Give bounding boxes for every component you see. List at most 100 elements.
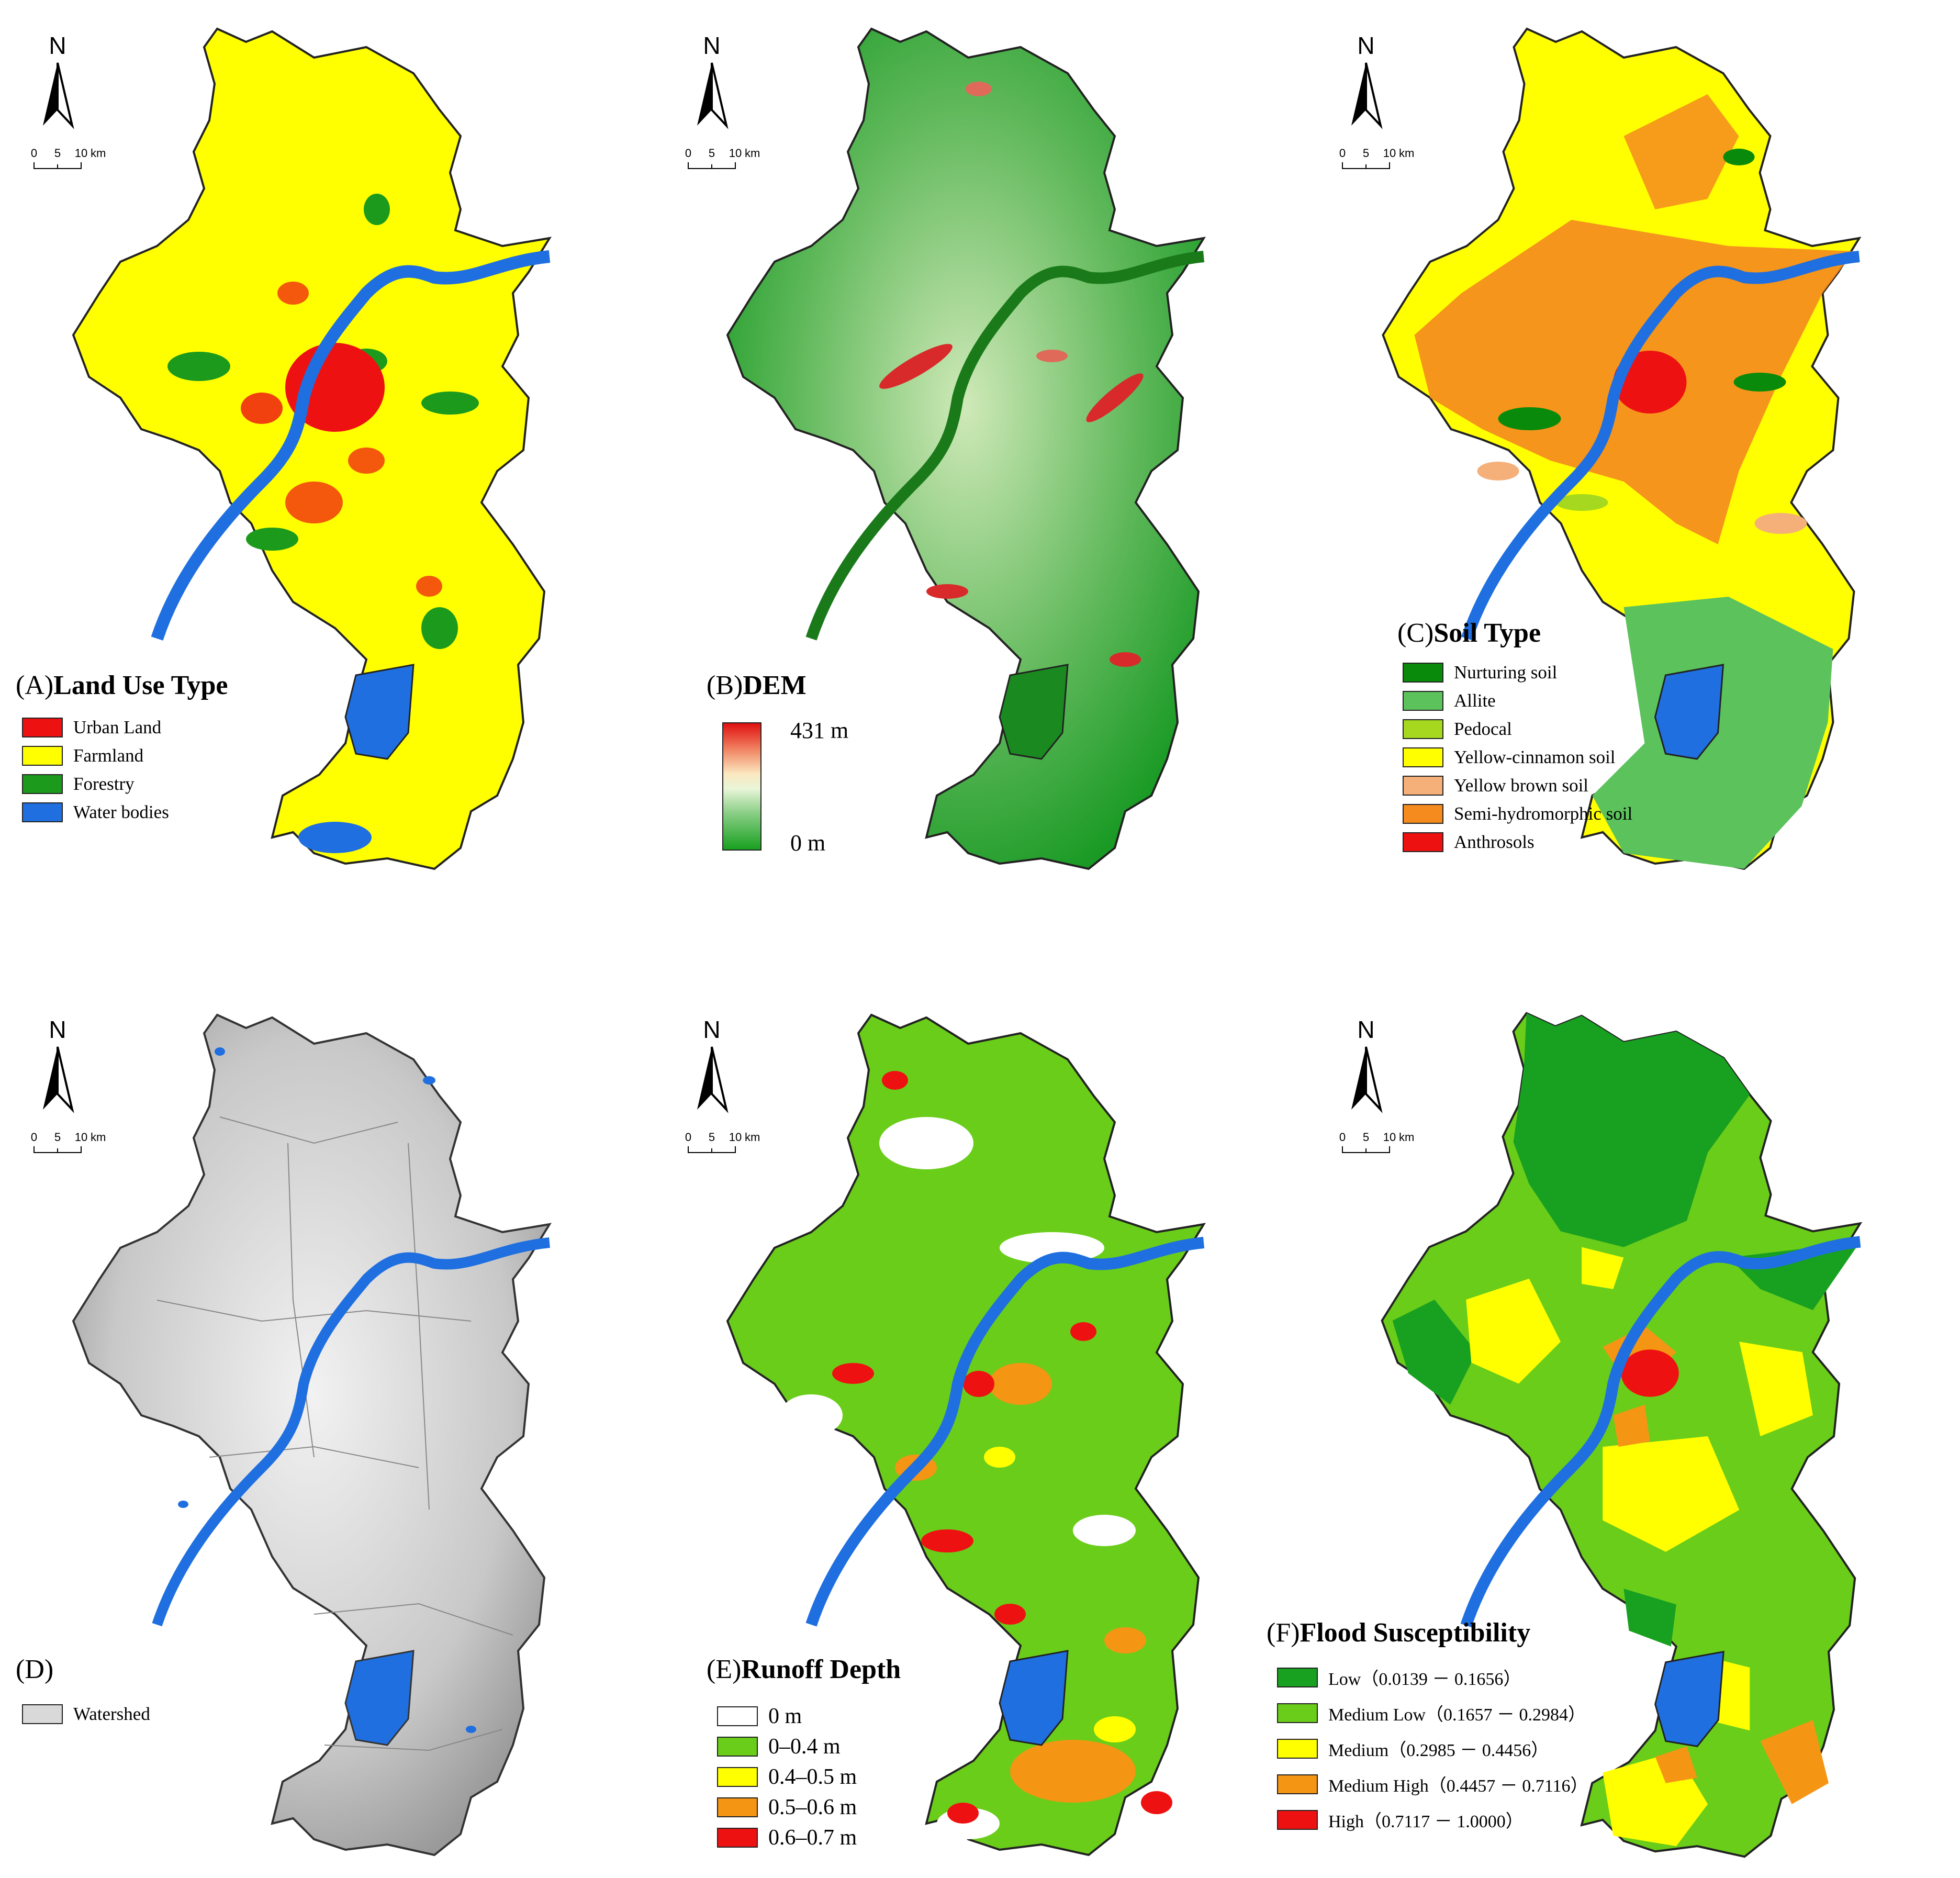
legend-item-low: Low（0.0139 － 0.1656） bbox=[1277, 1664, 1521, 1690]
north-label: N bbox=[703, 32, 721, 59]
legend-label: Nurturing soil bbox=[1454, 662, 1558, 683]
legend-label: Urban Land bbox=[73, 717, 162, 737]
runoff-yellow-areas bbox=[984, 1447, 1136, 1742]
north-label: N bbox=[1357, 1016, 1375, 1043]
north-arrow-icon bbox=[697, 1046, 729, 1113]
scale-bar: 0 5 10 km bbox=[29, 147, 106, 178]
legend-label: Watershed bbox=[73, 1704, 150, 1724]
legend-item-runoff-0.5-0.6: 0.5–0.6 m bbox=[717, 1795, 857, 1820]
legend-item-yellow-brown-soil: Yellow brown soil bbox=[1403, 775, 1588, 796]
panel-tag: (E) bbox=[707, 1655, 742, 1684]
scale-tick: 5 bbox=[1362, 1131, 1370, 1144]
soil-type-map bbox=[1382, 28, 1960, 870]
dem-high-ridge bbox=[966, 82, 992, 96]
legend-swatch bbox=[1277, 1703, 1318, 1723]
north-arrow-icon bbox=[1351, 62, 1383, 129]
legend-label: Low（0.0139 － 0.1656） bbox=[1328, 1670, 1521, 1689]
legend-swatch bbox=[717, 1706, 758, 1726]
dem-color-ramp bbox=[722, 722, 761, 851]
dem-high-ridge bbox=[1086, 373, 1144, 422]
scale-unit: km bbox=[1399, 1131, 1415, 1144]
legend-swatch bbox=[22, 802, 63, 822]
scale-tick: 10 bbox=[74, 147, 88, 160]
high-zone-core bbox=[1621, 1349, 1679, 1397]
scale-bar-line bbox=[688, 162, 736, 169]
legend-swatch bbox=[1403, 691, 1443, 711]
north-arrow-icon bbox=[43, 62, 74, 129]
legend-swatch bbox=[1277, 1667, 1318, 1687]
dem-high-ridge bbox=[1036, 350, 1068, 362]
legend-item-water-bodies: Water bodies bbox=[22, 802, 169, 823]
panel-tag: (F) bbox=[1267, 1618, 1300, 1648]
north-label: N bbox=[49, 1016, 66, 1043]
legend-swatch bbox=[1277, 1738, 1318, 1759]
dem-high-ridge bbox=[1110, 652, 1141, 667]
legend-label: High（0.7117 － 1.0000） bbox=[1328, 1812, 1524, 1831]
legend-label: Yellow brown soil bbox=[1454, 775, 1589, 796]
north-label: N bbox=[1357, 32, 1375, 59]
legend-item-pedocal: Pedocal bbox=[1403, 719, 1512, 740]
north-arrow: N bbox=[26, 1015, 89, 1120]
legend-label: Yellow-cinnamon soil bbox=[1454, 747, 1616, 767]
forestry-patch bbox=[246, 528, 298, 551]
legend-swatch bbox=[1277, 1809, 1318, 1830]
scale-bar-line bbox=[1342, 162, 1390, 169]
north-arrow: N bbox=[26, 31, 89, 136]
panel-land-use: N 0 5 10 km (A)Land Use Type Urban Land … bbox=[0, 0, 649, 890]
scale-unit: km bbox=[91, 147, 106, 160]
legend-swatch bbox=[717, 1797, 758, 1817]
dem-high-ridge bbox=[879, 344, 953, 389]
legend-label: 0–0.4 m bbox=[768, 1735, 841, 1759]
legend-swatch bbox=[717, 1737, 758, 1757]
legend-item-yellow-cinnamon-soil: Yellow-cinnamon soil bbox=[1403, 747, 1616, 768]
scale-bar: 0 5 10 km bbox=[1337, 1131, 1414, 1162]
legend-label: Semi-hydromorphic soil bbox=[1454, 803, 1633, 824]
north-arrow-icon bbox=[1351, 1046, 1383, 1113]
scale-bar: 0 5 10 km bbox=[683, 147, 760, 178]
scale-tick: 10 bbox=[74, 1131, 88, 1144]
legend-item-medium: Medium（0.2985 － 0.4456） bbox=[1277, 1736, 1549, 1761]
scale-unit: km bbox=[745, 1131, 760, 1144]
scale-bar-line bbox=[1342, 1146, 1390, 1153]
flood-susceptibility-map bbox=[1308, 984, 1960, 1878]
legend-label: Pedocal bbox=[1454, 719, 1512, 739]
panel-tag: (D) bbox=[16, 1655, 54, 1684]
legend-label: Forestry bbox=[73, 774, 135, 794]
scale-tick: 0 bbox=[685, 1131, 692, 1144]
legend-label: 0.6–0.7 m bbox=[768, 1826, 857, 1850]
scale-tick: 5 bbox=[54, 147, 61, 160]
scale-tick: 0 bbox=[685, 147, 692, 160]
legend-swatch bbox=[1403, 719, 1443, 739]
legend-item-medium-high: Medium High（0.4457 － 0.7116） bbox=[1277, 1771, 1588, 1797]
panel-title: Flood Susceptibility bbox=[1300, 1618, 1531, 1648]
legend-title: (D) bbox=[16, 1654, 53, 1685]
dem-min-label: 0 m bbox=[790, 830, 826, 856]
scale-tick: 5 bbox=[708, 147, 715, 160]
water-patches bbox=[178, 1047, 476, 1733]
legend-item-watershed: Watershed bbox=[22, 1704, 150, 1725]
north-arrow: N bbox=[1335, 31, 1397, 136]
forestry-patch bbox=[167, 352, 230, 381]
runoff-red-areas bbox=[832, 1071, 1172, 1824]
panel-dem: N 0 5 10 km (B)DEM 431 m 0 m bbox=[654, 0, 1303, 890]
legend-item-runoff-0.4-0.5: 0.4–0.5 m bbox=[717, 1764, 857, 1790]
legend-label: 0.4–0.5 m bbox=[768, 1765, 857, 1789]
panel-title: Runoff Depth bbox=[741, 1655, 901, 1684]
legend-title: (B)DEM bbox=[707, 670, 807, 701]
legend-title: (A)Land Use Type bbox=[16, 670, 228, 701]
legend-item-high: High（0.7117 － 1.0000） bbox=[1277, 1807, 1524, 1832]
legend-item-runoff-0-0.4: 0–0.4 m bbox=[717, 1734, 841, 1759]
scale-tick: 10 bbox=[729, 147, 742, 160]
legend-label: 0.5–0.6 m bbox=[768, 1795, 857, 1819]
scale-tick: 10 bbox=[1383, 1131, 1396, 1144]
forestry-patch bbox=[364, 194, 390, 225]
watershed-map bbox=[72, 1014, 649, 1856]
legend-label: Medium Low（0.1657 － 0.2984） bbox=[1328, 1705, 1586, 1725]
legend-item-forestry: Forestry bbox=[22, 774, 135, 795]
legend-swatch bbox=[1403, 776, 1443, 796]
legend-swatch bbox=[22, 1704, 63, 1724]
panel-runoff-depth: N 0 5 10 km (E)Runoff Depth 0 m 0–0.4 m … bbox=[654, 984, 1303, 1878]
scale-bar: 0 5 10 km bbox=[683, 1131, 760, 1162]
legend-swatch bbox=[1403, 663, 1443, 683]
north-arrow-icon bbox=[697, 62, 729, 129]
